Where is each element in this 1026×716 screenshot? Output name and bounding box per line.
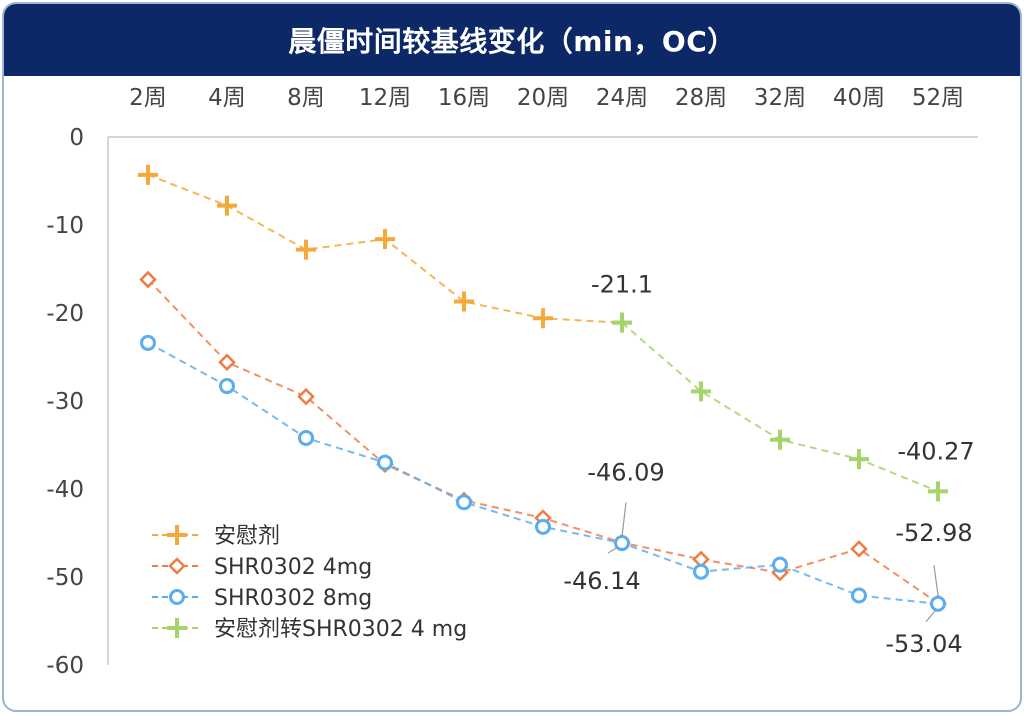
y-tick-label: -30 xyxy=(46,389,84,415)
y-tick-label: 0 xyxy=(69,125,84,151)
series-4-point xyxy=(849,449,869,470)
series-4-point xyxy=(770,429,790,450)
series-3-point xyxy=(535,518,551,535)
series-1-point xyxy=(533,308,553,329)
series-2-point xyxy=(218,353,236,372)
legend-marker xyxy=(167,525,187,545)
series-2-point xyxy=(139,270,157,289)
series-line-4 xyxy=(621,321,939,493)
series-4-point xyxy=(928,481,948,502)
series-3-point xyxy=(930,595,946,612)
leader-line xyxy=(933,565,939,596)
x-tick-label: 16周 xyxy=(438,85,490,111)
series-3-point xyxy=(851,587,867,604)
series-1-point xyxy=(375,229,395,250)
leader-line xyxy=(925,609,937,623)
x-tick-label: 2周 xyxy=(129,85,167,111)
series-1-point xyxy=(454,291,474,312)
data-label: -53.04 xyxy=(885,630,962,658)
x-tick-label: 24周 xyxy=(596,85,648,111)
data-label: -46.14 xyxy=(563,567,640,595)
series-3-point xyxy=(772,556,788,573)
series-3-point xyxy=(140,334,156,351)
series-1-point xyxy=(217,195,237,216)
y-tick-label: -40 xyxy=(46,477,84,503)
series-2-point xyxy=(297,387,315,406)
y-tick-label: -50 xyxy=(46,565,84,591)
x-tick-label: 52周 xyxy=(912,85,964,111)
chart-title: 晨僵时间较基线变化（min，OC） xyxy=(4,4,1020,76)
series-1-point xyxy=(296,239,316,260)
series-3-point xyxy=(456,494,472,511)
data-label: -21.1 xyxy=(591,271,653,299)
x-tick-label: 4周 xyxy=(208,85,246,111)
legend-marker xyxy=(168,557,186,575)
series-3-point xyxy=(298,429,314,446)
x-tick-label: 8周 xyxy=(287,85,325,111)
legend-marker xyxy=(169,589,185,605)
leader-line xyxy=(607,546,619,554)
data-label: -46.09 xyxy=(587,459,664,487)
series-3-point xyxy=(693,563,709,580)
legend-label: 安慰剂 xyxy=(214,524,280,549)
x-tick-label: 40周 xyxy=(833,85,885,111)
legend-marker xyxy=(167,618,187,638)
series-3-point xyxy=(219,378,235,395)
series-3-point xyxy=(377,454,393,471)
y-tick-label: -60 xyxy=(46,653,84,679)
x-tick-label: 20周 xyxy=(517,85,569,111)
x-tick-label: 32周 xyxy=(754,85,806,111)
series-4-point xyxy=(612,312,632,333)
x-tick-label: 28周 xyxy=(675,85,727,111)
legend-label: SHR0302 4mg xyxy=(214,555,372,580)
y-tick-label: -20 xyxy=(46,301,84,327)
legend-label: SHR0302 8mg xyxy=(214,586,372,611)
leader-line xyxy=(621,502,627,537)
data-label: -40.27 xyxy=(897,437,974,465)
series-1-point xyxy=(138,164,158,185)
legend-label: 安慰剂转SHR0302 4 mg xyxy=(214,617,467,642)
series-2-point xyxy=(850,540,868,558)
x-tick-label: 12周 xyxy=(359,85,411,111)
series-4-point xyxy=(691,381,711,402)
y-tick-label: -10 xyxy=(46,213,84,239)
data-label: -52.98 xyxy=(895,519,972,547)
